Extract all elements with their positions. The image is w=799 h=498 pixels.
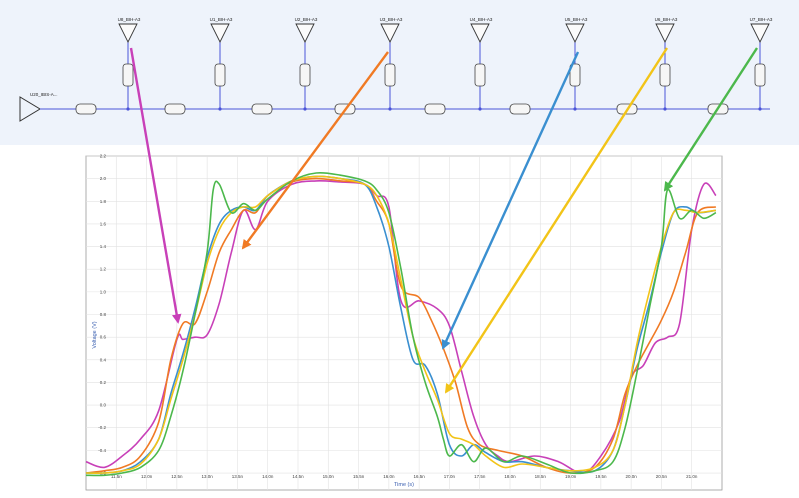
junction-dot — [388, 107, 392, 111]
x-tick-label: 20.5n — [656, 474, 668, 479]
y-tick-label: 1.0 — [100, 289, 107, 294]
x-tick-label: 19.5n — [595, 474, 607, 479]
receiver-buffer-icon — [750, 23, 770, 44]
series-tline-segment — [251, 103, 273, 115]
y-tick-label: 0.4 — [100, 357, 107, 362]
y-axis-label: Voltage (V) — [92, 321, 98, 348]
receiver-node: U1_BIH-A3 — [210, 17, 233, 111]
receiver-buffer-icon — [655, 23, 675, 44]
driver-label: U20_IBIS-A... — [30, 92, 58, 97]
series-tline-segment — [75, 103, 97, 115]
y-tick-label: 1.4 — [100, 244, 107, 249]
x-tick-label: 17.5n — [474, 474, 486, 479]
y-tick-label: 1.8 — [100, 199, 107, 204]
junction-dot — [573, 107, 577, 111]
x-tick-label: 13.5n — [232, 474, 244, 479]
series-tline-segment — [424, 103, 446, 115]
stub-tline-segment — [754, 63, 766, 87]
receiver-buffer-icon — [380, 23, 400, 44]
series-tline-segment — [707, 103, 729, 115]
x-tick-label: 13.0n — [202, 474, 214, 479]
x-axis-label: Time (s) — [394, 482, 414, 488]
stub-tline-segment — [384, 63, 396, 87]
junction-dot — [663, 107, 667, 111]
series-tline-segment — [164, 103, 186, 115]
voltage-chart: 11.5n 12.0n 12.5n 13.0n 13.5n 14.0n 14.5n 15.0n… — [85, 154, 723, 491]
receiver-label: U1_BIH-A3 — [210, 17, 233, 22]
y-tick-label: 2.0 — [100, 176, 107, 181]
driver-buffer-icon — [19, 96, 41, 122]
stub-tline-segment — [474, 63, 486, 87]
receiver-buffer-icon — [118, 23, 138, 44]
stub-tline-segment — [122, 63, 134, 87]
receiver-buffer-icon — [295, 23, 315, 44]
x-tick-label: 20.0n — [626, 474, 638, 479]
receiver-label: U3_BIH-A3 — [380, 17, 403, 22]
y-tick-label: 0.0 — [100, 403, 107, 408]
series-tline-segment — [334, 103, 356, 115]
receiver-label: U8_BIH-A3 — [118, 17, 141, 22]
x-tick-label: 19.0n — [565, 474, 577, 479]
receiver-label: U2_BIH-A3 — [295, 17, 318, 22]
junction-dot — [126, 107, 130, 111]
junction-dot — [478, 107, 482, 111]
stub-tline-segment — [214, 63, 226, 87]
y-tick-label: 0.2 — [100, 380, 107, 385]
y-tick-label: -0.2 — [98, 425, 106, 430]
x-tick-label: 18.0n — [504, 474, 516, 479]
x-tick-label: 16.5n — [414, 474, 426, 479]
stub-tline-segment — [659, 63, 671, 87]
y-tick-label: -0.4 — [98, 448, 106, 453]
junction-dot — [758, 107, 762, 111]
x-tick-label: 17.0n — [444, 474, 456, 479]
receiver-buffer-icon — [210, 23, 230, 44]
junction-dot — [218, 107, 222, 111]
receiver-label: U5_BIH-A3 — [565, 17, 588, 22]
y-tick-label: 0.6 — [100, 335, 107, 340]
x-tick-label: 11.5n — [111, 474, 122, 479]
chart-tick-labels: 11.5n 12.0n 12.5n 13.0n 13.5n 14.0n 14.5n 15.0n… — [98, 154, 698, 480]
schematic-diagram: U20_IBIS-A... U8_BIH-A3 U1_BIH-A3 U2_BIH-A3… — [0, 0, 799, 145]
x-tick-label: 21.0n — [686, 474, 698, 479]
y-tick-label: 1.2 — [100, 267, 107, 272]
x-tick-label: 18.5n — [535, 474, 547, 479]
stub-tline-segment — [569, 63, 581, 87]
x-tick-label: 14.5n — [292, 474, 304, 479]
x-tick-label: 16.0n — [383, 474, 395, 479]
receiver-label: U4_BIH-A3 — [470, 17, 493, 22]
receiver-label: U7_BIH-A3 — [750, 17, 773, 22]
x-tick-label: 12.0n — [141, 474, 153, 479]
y-tick-label: 2.2 — [100, 154, 107, 159]
x-tick-label: 15.5n — [353, 474, 365, 479]
y-tick-label: 1.6 — [100, 221, 107, 226]
receiver-buffer-icon — [565, 23, 585, 44]
x-tick-label: 15.0n — [323, 474, 335, 479]
junction-dot — [303, 107, 307, 111]
series-tline-segment — [509, 103, 531, 115]
receiver-buffer-icon — [470, 23, 490, 44]
series-tline-segment — [616, 103, 638, 115]
y-tick-label: 0.8 — [100, 312, 107, 317]
x-tick-label: 14.0n — [262, 474, 274, 479]
x-tick-label: 12.5n — [171, 474, 183, 479]
receiver-label: U6_BIH-A3 — [655, 17, 678, 22]
stub-tline-segment — [299, 63, 311, 87]
